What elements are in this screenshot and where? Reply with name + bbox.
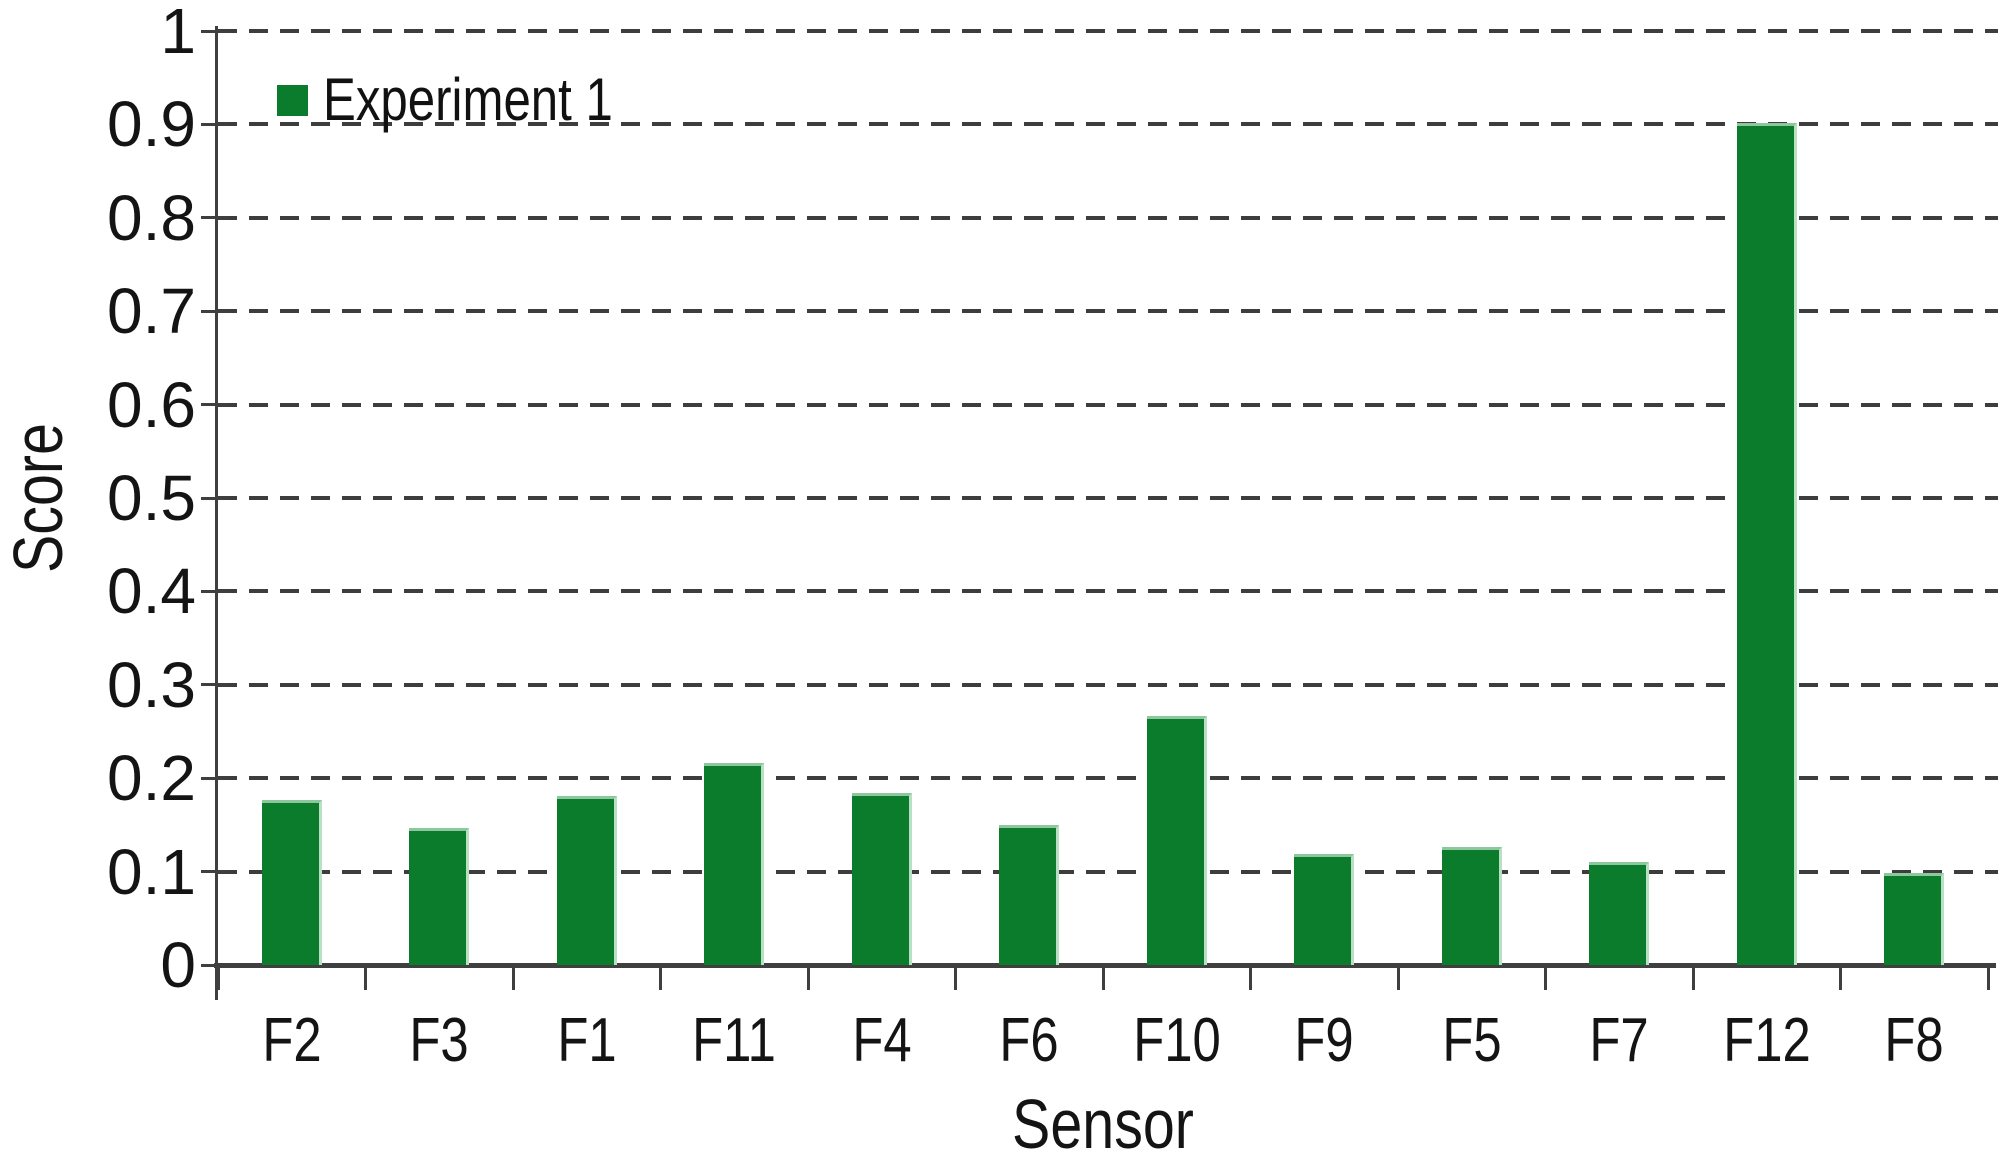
x-tick-11 xyxy=(1839,965,1842,990)
bar-F1 xyxy=(556,795,617,965)
x-label-F3: F3 xyxy=(409,1006,469,1075)
y-tick-0.1 xyxy=(201,870,229,874)
gridline-0.9 xyxy=(218,122,1998,127)
y-tick-label-0: 0 xyxy=(160,929,196,1001)
x-tick-1 xyxy=(364,965,367,990)
gridline-0.2 xyxy=(218,776,1998,781)
y-tick-label-0.2: 0.2 xyxy=(107,742,196,815)
x-tick-2 xyxy=(511,965,515,990)
gridline-0.6 xyxy=(218,402,1998,407)
y-tick-0.6 xyxy=(201,403,229,407)
x-tick-3 xyxy=(659,965,662,990)
x-tick-5 xyxy=(954,965,957,990)
x-tick-10 xyxy=(1691,965,1695,990)
bar-F11 xyxy=(704,763,765,965)
x-label-F11: F11 xyxy=(692,1006,777,1075)
y-tick-0.7 xyxy=(201,309,229,313)
bar-F10 xyxy=(1146,715,1207,965)
y-tick-label-0.5: 0.5 xyxy=(107,462,196,534)
y-tick-label-0.6: 0.6 xyxy=(107,368,196,441)
bar-F4 xyxy=(851,793,912,965)
y-tick-0.2 xyxy=(201,776,229,780)
bar-F3 xyxy=(409,827,470,965)
y-tick-label-0.8: 0.8 xyxy=(107,181,196,254)
x-label-F4: F4 xyxy=(852,1006,912,1075)
bar-F12 xyxy=(1736,123,1797,965)
legend-swatch xyxy=(277,84,308,116)
y-axis-title: Score xyxy=(0,423,77,573)
x-label-F2: F2 xyxy=(262,1006,322,1075)
x-label-F9: F9 xyxy=(1294,1006,1354,1075)
y-tick-0.8 xyxy=(201,216,229,220)
bar-F7 xyxy=(1589,862,1650,965)
bar-F2 xyxy=(261,799,322,965)
y-tick-0.3 xyxy=(201,683,229,687)
x-tick-12 xyxy=(1986,965,1990,990)
gridline-0.1 xyxy=(218,869,1998,874)
x-label-F1: F1 xyxy=(557,1006,617,1075)
x-tick-4 xyxy=(806,965,810,990)
gridline-0.4 xyxy=(218,589,1998,594)
y-axis-line xyxy=(215,26,218,1000)
y-tick-label-0.3: 0.3 xyxy=(107,648,196,721)
bar-F6 xyxy=(999,824,1060,965)
x-tick-0 xyxy=(216,965,220,990)
x-tick-7 xyxy=(1249,965,1252,990)
gridline-1 xyxy=(218,29,1998,33)
gridline-0.8 xyxy=(218,215,1998,220)
bar-F8 xyxy=(1884,873,1945,965)
y-tick-0.5 xyxy=(201,496,229,500)
y-tick-label-0.1: 0.1 xyxy=(107,835,196,908)
x-label-F12: F12 xyxy=(1722,1006,1811,1075)
gridline-0.7 xyxy=(218,309,1998,314)
gridline-0.5 xyxy=(218,496,1998,500)
y-tick-label-0.4: 0.4 xyxy=(107,555,196,628)
x-tick-6 xyxy=(1101,965,1105,990)
y-tick-0.9 xyxy=(201,122,229,126)
x-label-F6: F6 xyxy=(999,1006,1059,1075)
x-axis-line xyxy=(214,963,1996,968)
y-tick-label-0.7: 0.7 xyxy=(107,275,196,348)
legend: Experiment 1 xyxy=(277,70,677,130)
y-tick-label-1: 1 xyxy=(160,0,196,67)
y-tick-1 xyxy=(201,29,229,33)
x-axis-title: Sensor xyxy=(1012,1085,1194,1162)
x-tick-9 xyxy=(1544,965,1547,990)
legend-label: Experiment 1 xyxy=(323,66,613,133)
x-tick-8 xyxy=(1396,965,1400,990)
gridline-0.3 xyxy=(218,682,1998,687)
y-tick-0.4 xyxy=(201,589,229,593)
x-label-F7: F7 xyxy=(1589,1006,1649,1075)
bar-F5 xyxy=(1441,847,1502,965)
x-label-F10: F10 xyxy=(1132,1006,1221,1075)
bar-F9 xyxy=(1294,853,1355,965)
x-label-F8: F8 xyxy=(1884,1006,1944,1075)
y-tick-label-0.9: 0.9 xyxy=(107,88,196,161)
x-label-F5: F5 xyxy=(1442,1006,1502,1075)
